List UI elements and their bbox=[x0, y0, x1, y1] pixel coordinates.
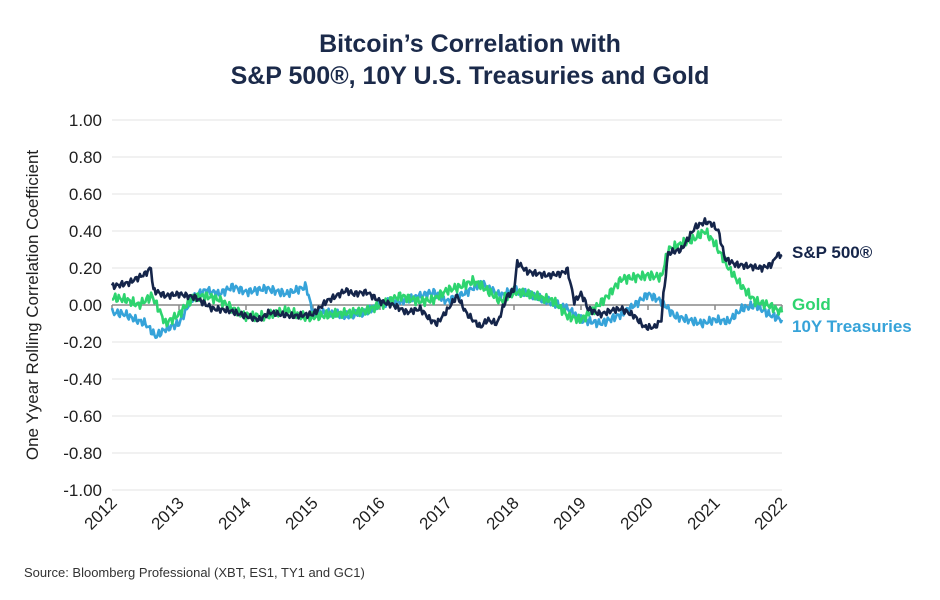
source-note: Source: Bloomberg Professional (XBT, ES1… bbox=[24, 565, 365, 580]
y-tick-label: -0.60 bbox=[63, 407, 102, 426]
y-tick-label: 0.40 bbox=[69, 222, 102, 241]
y-tick-label: 0.00 bbox=[69, 296, 102, 315]
x-tick-label: 2021 bbox=[684, 493, 724, 533]
chart-title-line1: Bitcoin’s Correlation with bbox=[319, 30, 621, 58]
y-tick-label: -0.80 bbox=[63, 444, 102, 463]
y-axis-ticks: 1.00 0.80 0.60 0.40 0.20 0.00 -0.20 -0.40 -0.60 -… bbox=[63, 111, 102, 500]
y-tick-label: -1.00 bbox=[63, 481, 102, 500]
y-tick-label: -0.20 bbox=[63, 333, 102, 352]
y-axis-label: One Yyear Rolling Correlation Coefficien… bbox=[23, 150, 42, 461]
series-line-treasuries bbox=[110, 279, 784, 340]
series-line-sp500 bbox=[110, 217, 783, 331]
series-labels: S&P 500® Gold 10Y Treasuries bbox=[792, 243, 912, 336]
x-axis-ticks: 2012 2013 2014 2015 2016 2017 2018 2019 2020 2021… bbox=[81, 493, 791, 533]
x-tick-label: 2019 bbox=[550, 493, 590, 533]
x-tick-label: 2018 bbox=[483, 493, 523, 533]
series-line-gold bbox=[111, 227, 784, 328]
x-tick-label: 2016 bbox=[349, 493, 389, 533]
series-label-sp500: S&P 500® bbox=[792, 243, 873, 262]
y-tick-label: 1.00 bbox=[69, 111, 102, 130]
x-tick-label: 2015 bbox=[282, 493, 322, 533]
x-tick-label: 2014 bbox=[215, 493, 255, 533]
y-tick-label: 0.20 bbox=[69, 259, 102, 278]
series-lines bbox=[110, 217, 784, 340]
series-label-gold: Gold bbox=[792, 295, 831, 314]
y-tick-label: 0.60 bbox=[69, 185, 102, 204]
x-tick-label: 2020 bbox=[617, 493, 657, 533]
chart-title-line2: S&P 500®, 10Y U.S. Treasuries and Gold bbox=[231, 62, 710, 90]
x-tick-label: 2017 bbox=[416, 493, 456, 533]
y-tick-label: -0.40 bbox=[63, 370, 102, 389]
series-label-treasuries: 10Y Treasuries bbox=[792, 317, 912, 336]
y-tick-label: 0.80 bbox=[69, 148, 102, 167]
x-tick-label: 2022 bbox=[751, 493, 791, 533]
x-tick-label: 2013 bbox=[148, 493, 188, 533]
